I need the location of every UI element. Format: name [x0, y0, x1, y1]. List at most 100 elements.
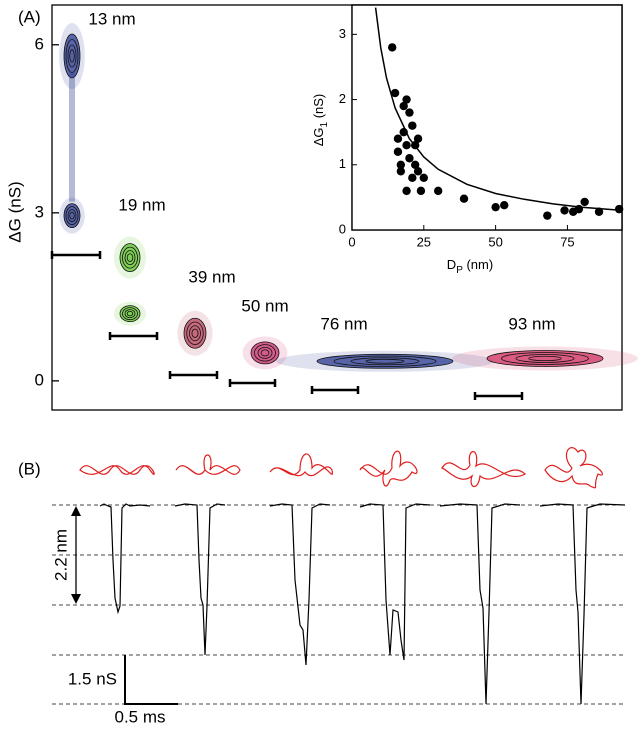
contour-line: [122, 307, 138, 321]
x-tick-label: 50: [488, 234, 502, 249]
contour-line: [486, 350, 604, 367]
contour-line: [365, 358, 405, 364]
inset-x-label: DP (nm): [447, 257, 493, 275]
trace: [359, 503, 431, 661]
y-tick-label: 3: [35, 202, 44, 221]
contour-line: [63, 33, 81, 79]
label-part: ΔG: [311, 127, 326, 146]
contour-line: [250, 341, 280, 365]
contour-line: [124, 309, 136, 319]
density-core: [487, 350, 603, 367]
contour-line: [254, 344, 276, 362]
contour-line: [183, 317, 207, 349]
population: [242, 336, 288, 370]
contour-line: [191, 328, 199, 338]
population: [452, 346, 638, 371]
dashed-levels: [52, 504, 625, 705]
contour-line: [119, 305, 141, 323]
data-point: [594, 207, 604, 216]
contour-line: [126, 253, 134, 262]
panel-label: (A): [18, 7, 41, 26]
scale-label: 1.5 nS: [68, 669, 117, 688]
length-bar: [228, 379, 277, 387]
x-tick-label: 75: [560, 234, 574, 249]
density-core: [184, 318, 206, 349]
contour-line: [69, 211, 75, 220]
data-point: [402, 95, 411, 104]
density-core: [317, 354, 453, 369]
contour-line: [122, 246, 138, 269]
contour-line: [333, 355, 437, 367]
density-core: [120, 243, 140, 272]
y-tick-label: 0: [339, 221, 346, 236]
polymer-shape: [544, 447, 603, 489]
y-tick-label: 1: [339, 156, 346, 171]
data-point: [396, 160, 406, 169]
population-label: 13 nm: [88, 9, 135, 28]
length-bar: [168, 371, 219, 379]
trace: [174, 503, 226, 656]
data-point: [402, 141, 411, 150]
density-core: [64, 33, 80, 78]
population-label: 76 nm: [320, 314, 367, 333]
label-part: (nm): [463, 257, 493, 272]
contour-line: [119, 243, 141, 273]
contour-line: [124, 250, 136, 266]
contour-line: [126, 311, 134, 317]
data-point: [408, 121, 417, 130]
data-point: [500, 201, 509, 210]
data-point: [393, 134, 403, 143]
contour-line: [260, 349, 270, 357]
contour-line: [528, 355, 562, 362]
inset-background: [352, 5, 622, 230]
label-sub: 1: [319, 121, 330, 127]
population-label: 93 nm: [508, 314, 555, 333]
scale-bar: [124, 655, 178, 705]
length-bar: [473, 392, 524, 400]
contour-line: [67, 209, 77, 223]
trace: [99, 503, 151, 615]
contour-line: [501, 352, 589, 365]
length-bar: [50, 251, 102, 259]
length-bar: [310, 386, 360, 394]
data-point: [402, 186, 411, 196]
fit-curve: [374, 7, 623, 212]
traces: [99, 503, 626, 705]
data-point: [459, 194, 469, 203]
density-core: [64, 203, 80, 228]
label-part: D: [447, 257, 456, 272]
contour-line: [515, 354, 575, 363]
contour-line: [257, 346, 273, 359]
data-point: [560, 206, 569, 215]
data-point: [396, 167, 406, 176]
population: [177, 310, 213, 356]
data-point: [388, 43, 397, 52]
contour-line: [186, 321, 204, 345]
data-point: [574, 204, 584, 214]
polymer-shape: [269, 453, 334, 477]
scale-label: 2.2 nm: [51, 529, 70, 581]
population-label: 19 nm: [118, 195, 165, 214]
scale-label: 0.5 ms: [114, 707, 165, 726]
y-tick-label: 6: [35, 34, 44, 53]
data-point: [410, 141, 420, 150]
x-tick-label: 25: [417, 234, 431, 249]
label-part: (nS): [311, 94, 326, 122]
data-point: [413, 167, 423, 176]
data-point: [405, 154, 414, 163]
contour-line: [69, 49, 75, 63]
y-tick-label: 2: [339, 91, 346, 106]
density-trail: [69, 72, 75, 202]
data-point: [393, 147, 403, 156]
y-tick-label: 3: [339, 26, 346, 41]
y-tick-label: 0: [35, 370, 44, 389]
polymer-shape: [441, 451, 527, 488]
arrow-heads: [71, 506, 81, 604]
scale-bars: 2.2 nm 1.5 nS 0.5 ms: [51, 506, 178, 726]
data-point: [399, 127, 408, 137]
data-point: [433, 186, 443, 196]
contour-line: [316, 353, 454, 369]
contour-line: [65, 39, 79, 73]
trace: [439, 503, 521, 705]
